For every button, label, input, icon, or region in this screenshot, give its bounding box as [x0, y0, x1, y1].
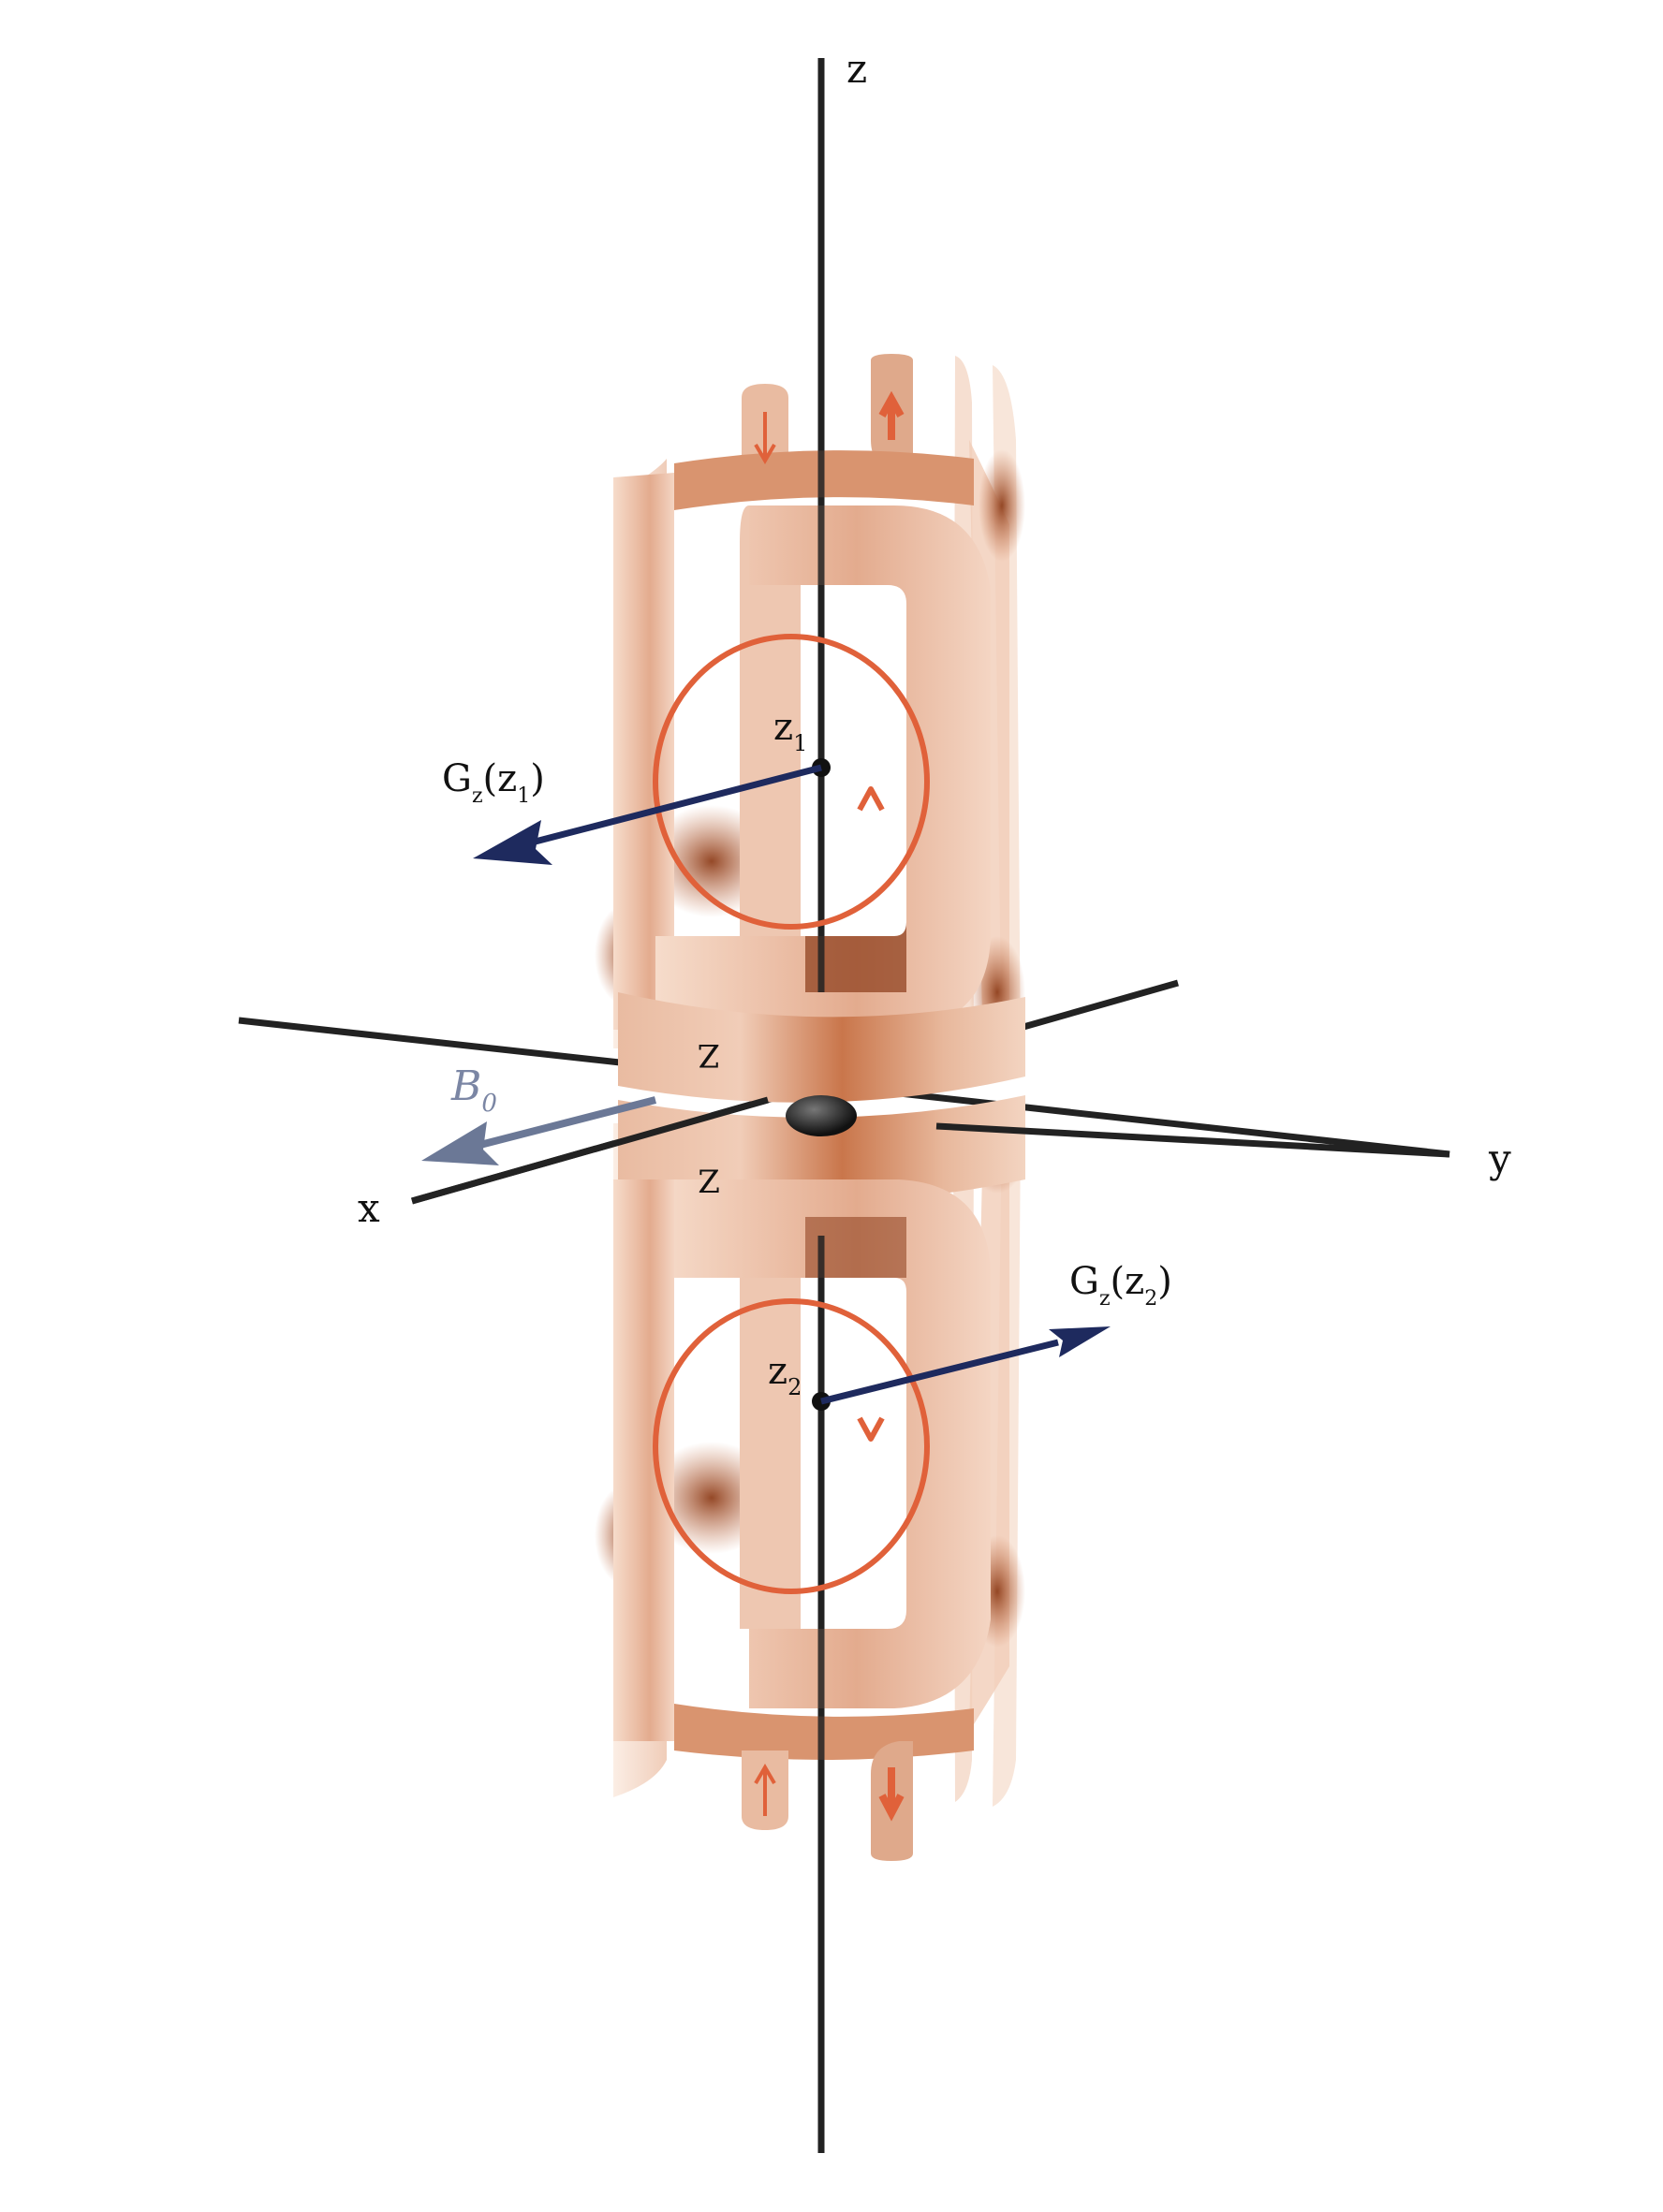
b0-label: B0: [450, 1062, 497, 1118]
gradient-arrow-z2: [820, 1326, 1111, 1405]
b0-arrow: [421, 1096, 656, 1165]
lower-current-loop: [653, 1298, 930, 1594]
gradient-label-z1: Gz(z1): [442, 757, 545, 808]
lower-coil: [595, 1095, 1025, 1861]
y-axis-label: y: [1488, 1135, 1511, 1181]
upper-saddle: [655, 505, 991, 1030]
x-axis-label: x: [358, 1185, 380, 1231]
z1-label: z1: [773, 706, 807, 756]
upper-current-loop: [653, 634, 930, 930]
lower-rim-band: [618, 1095, 1025, 1204]
upper-coil: [595, 354, 1025, 1103]
gradient-arrow-z1: [473, 764, 822, 865]
upper-rim-band: [618, 992, 1025, 1103]
z2-label: z2: [768, 1350, 802, 1400]
lower-loop-arrow-icon: [857, 1416, 885, 1442]
z-axis-label: z: [846, 46, 867, 92]
lower-coil-mark: Z: [698, 1164, 720, 1201]
gradient-label-z2: Gz(z2): [1069, 1260, 1172, 1311]
upper-loop-arrow-icon: [857, 786, 885, 812]
origin-sphere: [786, 1095, 857, 1136]
upper-coil-mark: Z: [698, 1036, 720, 1074]
lower-saddle: [655, 1179, 991, 1708]
